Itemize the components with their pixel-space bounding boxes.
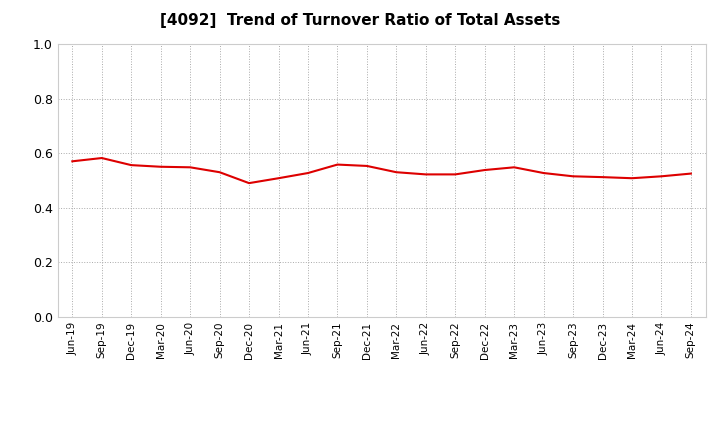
Text: [4092]  Trend of Turnover Ratio of Total Assets: [4092] Trend of Turnover Ratio of Total …	[160, 13, 560, 28]
